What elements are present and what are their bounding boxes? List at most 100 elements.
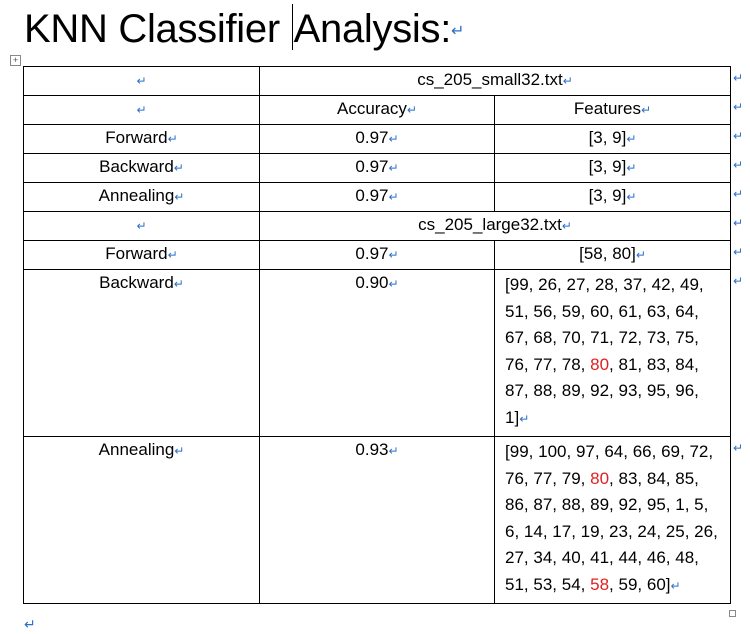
feature-value: 59 [618, 574, 638, 594]
feature-value: 81 [618, 354, 638, 374]
feature-value: 77 [533, 468, 553, 488]
accuracy-cell[interactable]: 0.97↵ [259, 240, 495, 270]
feature-value: 84 [675, 354, 695, 374]
feature-value: 63 [646, 301, 666, 321]
method-cell-text: Forward [105, 244, 168, 263]
feature-value: 79 [561, 468, 581, 488]
table-row: Annealing↵ 0.93↵ [99, 100, 97, 64, 66, 69,… [23, 436, 731, 604]
row-end-mark-icon: ↵ [733, 157, 744, 172]
features-cell[interactable]: [99, 26, 27, 28, 37, 42, 49, 51, 56, 59,… [494, 269, 731, 437]
feature-value: 76 [505, 468, 524, 488]
cell-mark-icon: ↵ [670, 578, 681, 593]
feature-value: 78 [561, 354, 581, 374]
features-cell[interactable]: [99, 100, 97, 64, 66, 69, 72, 76, 77, 79… [494, 436, 731, 604]
feature-value: 25 [665, 521, 685, 541]
empty-cell[interactable]: ↵ [23, 211, 260, 241]
small-file-header[interactable]: cs_205_small32.txt↵ [259, 66, 731, 96]
accuracy-cell-text: 0.90 [355, 273, 389, 292]
large-file-header[interactable]: cs_205_large32.txt↵ [259, 211, 731, 241]
feature-value: 71 [590, 328, 610, 347]
accuracy-cell[interactable]: 0.93↵ [259, 436, 495, 604]
feature-value: 83 [618, 468, 638, 488]
method-cell[interactable]: Backward↵ [23, 269, 260, 437]
text-cursor [291, 4, 293, 50]
feature-value: 34 [533, 548, 553, 567]
method-cell-text: Backward [99, 157, 174, 176]
row-end-mark-icon: ↵ [733, 70, 744, 85]
table-row: Forward↵ 0.97↵ [3, 9]↵ [23, 124, 731, 154]
cell-mark-icon: ↵ [388, 190, 399, 204]
cell-mark-icon: ↵ [519, 411, 530, 426]
feature-value: 88 [533, 381, 553, 400]
results-table: ↵ cs_205_small32.txt↵ ↵ Accuracy↵ Featur… [23, 66, 731, 604]
cell-mark-icon: ↵ [136, 219, 147, 233]
cell-mark-icon: ↵ [136, 103, 147, 117]
features-cell[interactable]: [3, 9]↵ [494, 124, 731, 154]
cell-mark-icon: ↵ [388, 161, 399, 175]
table-move-handle-icon[interactable]: + [10, 55, 21, 66]
cell-mark-icon: ↵ [174, 190, 185, 204]
large-file-header-text: cs_205_large32.txt [418, 215, 562, 234]
feature-value: 26 [538, 275, 558, 294]
cell-mark-icon: ↵ [388, 277, 399, 291]
accuracy-cell-text: 0.97 [355, 186, 389, 205]
row-end-mark-icon: ↵ [733, 244, 744, 259]
accuracy-header[interactable]: Accuracy↵ [259, 95, 495, 125]
method-cell[interactable]: Backward↵ [23, 153, 260, 183]
feature-value: 75 [675, 328, 695, 347]
features-cell[interactable]: [3, 9]↵ [494, 182, 731, 212]
feature-value: 100 [538, 442, 567, 461]
table-row: Annealing↵ 0.97↵ [3, 9]↵ [23, 182, 731, 212]
feature-value: 14 [523, 521, 543, 541]
row-end-mark-icon: ↵ [733, 440, 744, 455]
table-resize-handle-icon[interactable] [729, 610, 736, 617]
feature-value: 99 [509, 442, 529, 461]
method-cell[interactable]: Annealing↵ [23, 182, 260, 212]
accuracy-cell[interactable]: 0.90↵ [259, 269, 495, 437]
cell-mark-icon: ↵ [388, 444, 399, 458]
accuracy-cell[interactable]: 0.97↵ [259, 153, 495, 183]
feature-value: 40 [561, 548, 581, 567]
end-paragraph-mark-icon: ↵ [24, 616, 36, 632]
feature-value: 73 [646, 328, 666, 347]
feature-value: 77 [533, 354, 553, 374]
features-cell[interactable]: [58, 80]↵ [494, 240, 731, 270]
feature-value: 37 [623, 275, 643, 294]
features-cell[interactable]: [3, 9]↵ [494, 153, 731, 183]
feature-value: 53 [533, 574, 553, 594]
feature-value: 80 [590, 468, 610, 488]
feature-value: 83 [646, 354, 666, 374]
cell-mark-icon: ↵ [561, 219, 572, 233]
feature-value: 51 [505, 301, 524, 321]
feature-value: 95 [646, 495, 666, 514]
feature-value: 44 [618, 548, 638, 567]
feature-value: 64 [675, 301, 695, 321]
method-cell[interactable]: Forward↵ [23, 124, 260, 154]
cell-mark-icon: ↵ [635, 248, 646, 262]
feature-value: 70 [561, 328, 581, 347]
table-row: ↵ Accuracy↵ Features↵ [23, 95, 731, 125]
feature-value: 27 [566, 275, 586, 294]
feature-value: 48 [675, 548, 695, 567]
cell-mark-icon: ↵ [562, 74, 573, 88]
row-end-mark-icon: ↵ [733, 186, 744, 201]
method-cell-text: Forward [105, 128, 168, 147]
method-cell[interactable]: Annealing↵ [23, 436, 260, 604]
accuracy-cell[interactable]: 0.97↵ [259, 124, 495, 154]
empty-cell[interactable]: ↵ [23, 66, 260, 96]
table-row: Backward↵ 0.97↵ [3, 9]↵ [23, 153, 731, 183]
feature-value: 89 [590, 495, 610, 514]
feature-value: 72 [689, 442, 709, 461]
accuracy-cell[interactable]: 0.97↵ [259, 182, 495, 212]
cell-mark-icon: ↵ [173, 161, 184, 175]
method-cell[interactable]: Forward↵ [23, 240, 260, 270]
feature-value: 60 [590, 301, 610, 321]
feature-value: 58 [590, 574, 610, 594]
table-row: Forward↵ 0.97↵ [58, 80]↵ [23, 240, 731, 270]
feature-value: 19 [580, 521, 600, 541]
empty-cell[interactable]: ↵ [23, 95, 260, 125]
row-end-mark-icon: ↵ [733, 128, 744, 143]
feature-value: 1 [675, 495, 685, 514]
features-header[interactable]: Features↵ [494, 95, 731, 125]
cell-mark-icon: ↵ [626, 190, 637, 204]
